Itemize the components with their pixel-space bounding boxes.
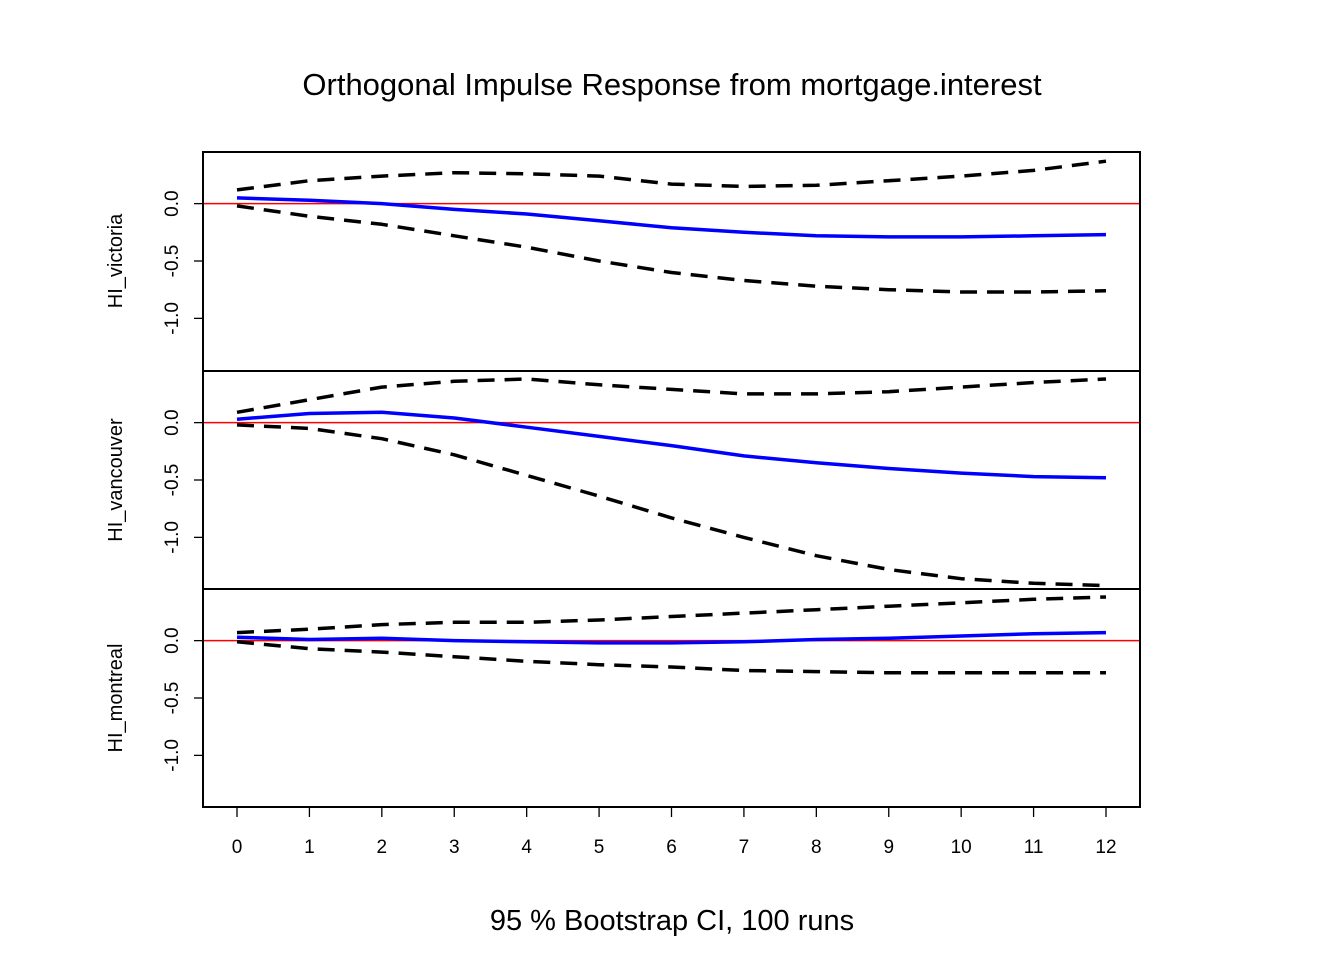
x-tick-label: 1 xyxy=(304,837,315,858)
chart-title: Orthogonal Impulse Response from mortgag… xyxy=(302,67,1042,102)
ci-lower-line xyxy=(236,204,1107,294)
y-tick-label: -0.5 xyxy=(162,464,183,497)
response-line xyxy=(236,410,1107,480)
plot-frame xyxy=(202,151,1141,808)
x-tick-label: 9 xyxy=(883,837,894,858)
y-tick-label: 0.0 xyxy=(162,409,183,435)
x-tick-label: 0 xyxy=(232,837,243,858)
x-tick-label: 4 xyxy=(521,837,532,858)
x-axis-caption: 95 % Bootstrap CI, 100 runs xyxy=(490,905,854,937)
x-tick-label: 6 xyxy=(666,837,677,858)
y-tick-label: 0.0 xyxy=(162,190,183,216)
x-tick-label: 11 xyxy=(1024,837,1044,858)
y-tick-label: -1.0 xyxy=(162,739,183,772)
x-tick-label: 5 xyxy=(594,837,605,858)
panel-ylabel: HI_victoria xyxy=(105,213,127,308)
panel-ylabel: HI_montreal xyxy=(105,644,127,753)
x-tick-label: 12 xyxy=(1095,837,1116,858)
y-tick-label: -1.0 xyxy=(162,302,183,335)
x-tick-label: 7 xyxy=(739,837,750,858)
ci-upper-line xyxy=(236,377,1107,415)
ci-lower-line xyxy=(236,423,1107,588)
ci-lower-line xyxy=(236,640,1106,675)
response-line xyxy=(236,630,1107,645)
ci-upper-line xyxy=(236,159,1107,192)
ci-upper-line xyxy=(236,595,1107,635)
plot-area: 0.0 -0.5 -1.0 HI_victoria 0.0 -0.5 -1.0 HI_vanc… xyxy=(105,151,1141,858)
panel-HI_victoria: 0.0 -0.5 -1.0 HI_victoria xyxy=(105,159,1140,335)
x-tick-label: 10 xyxy=(951,837,972,858)
response-line xyxy=(236,196,1107,239)
panel-HI_montreal: 0.0 -0.5 -1.0 HI_montreal xyxy=(105,595,1140,772)
y-tick-label: -0.5 xyxy=(162,245,183,278)
x-tick-label: 8 xyxy=(811,837,822,858)
panel-ylabel: HI_vancouver xyxy=(105,418,127,542)
y-tick-label: -0.5 xyxy=(162,682,183,715)
y-tick-label: 0.0 xyxy=(162,627,183,653)
panel-HI_vancouver: 0.0 -0.5 -1.0 HI_vancouver xyxy=(105,377,1140,588)
y-tick-label: -1.0 xyxy=(162,521,183,554)
x-tick-label: 3 xyxy=(449,837,460,858)
x-tick-label: 2 xyxy=(377,837,388,858)
